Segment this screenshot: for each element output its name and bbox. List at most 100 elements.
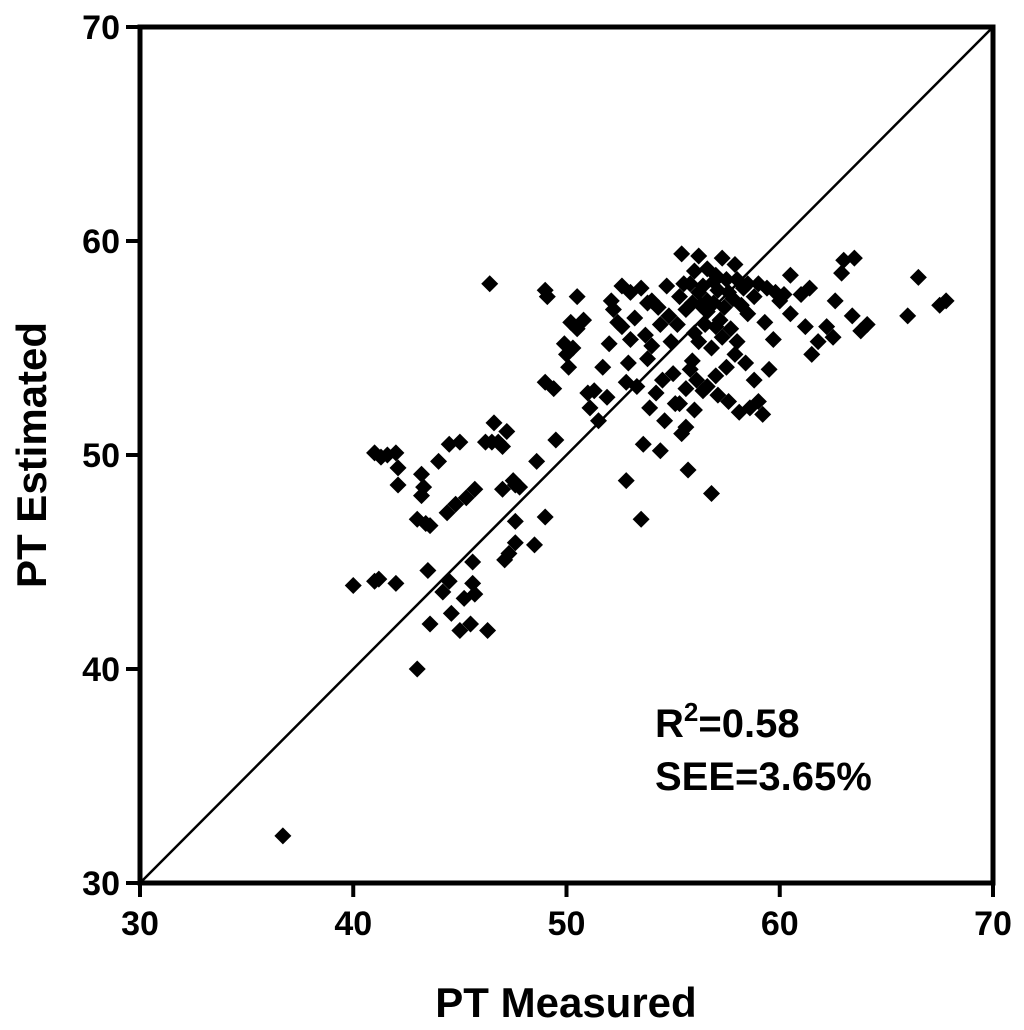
data-point xyxy=(683,352,701,370)
data-point xyxy=(621,330,639,348)
data-point xyxy=(726,256,744,274)
see-annotation: SEE=3.65% xyxy=(655,755,872,799)
data-point xyxy=(626,309,644,327)
x-tick-label: 70 xyxy=(974,905,1012,943)
data-point xyxy=(737,354,755,372)
data-point xyxy=(412,465,430,483)
data-point xyxy=(602,292,620,310)
data-point xyxy=(430,452,448,470)
data-point xyxy=(745,288,763,306)
data-point xyxy=(643,337,661,355)
data-point xyxy=(464,574,482,592)
data-point xyxy=(720,393,738,410)
data-point xyxy=(387,574,405,592)
data-point xyxy=(451,433,469,451)
data-point xyxy=(479,621,497,639)
data-point xyxy=(440,435,458,453)
data-point xyxy=(536,508,554,526)
data-point xyxy=(442,604,460,622)
data-point xyxy=(677,380,695,398)
data-point xyxy=(771,292,789,310)
data-point xyxy=(421,615,439,633)
y-tick-label: 40 xyxy=(82,651,120,689)
data-point xyxy=(636,326,654,344)
data-point xyxy=(408,660,426,678)
x-tick-label: 30 xyxy=(121,905,159,943)
data-point xyxy=(653,371,671,389)
data-point xyxy=(803,345,821,363)
data-point xyxy=(671,288,689,306)
data-point xyxy=(781,266,799,284)
r-squared-value: =0.58 xyxy=(698,702,799,746)
data-point xyxy=(818,318,836,336)
data-point xyxy=(506,534,524,552)
data-point xyxy=(754,405,772,423)
data-point xyxy=(845,249,863,267)
data-point xyxy=(835,251,853,269)
data-point xyxy=(632,510,650,528)
y-tick-label: 70 xyxy=(82,9,120,47)
y-tick-label: 30 xyxy=(82,865,120,903)
data-point xyxy=(594,358,612,376)
data-point xyxy=(528,452,546,470)
data-point xyxy=(440,572,458,590)
data-point xyxy=(666,395,684,413)
data-point xyxy=(494,480,512,498)
data-point xyxy=(274,827,292,845)
data-point xyxy=(500,544,518,562)
data-point xyxy=(673,245,691,263)
data-point xyxy=(647,384,665,402)
data-point xyxy=(389,459,407,477)
data-point xyxy=(722,320,740,338)
data-point xyxy=(809,333,827,351)
data-point xyxy=(690,333,708,351)
data-point xyxy=(560,358,578,376)
data-point xyxy=(438,504,456,522)
data-point xyxy=(434,583,452,601)
data-point xyxy=(656,412,674,430)
data-point xyxy=(703,485,721,503)
data-point xyxy=(696,315,714,333)
data-point xyxy=(760,360,778,378)
data-point xyxy=(705,273,723,291)
data-point xyxy=(937,292,955,310)
data-point xyxy=(707,367,725,385)
axis-ticks xyxy=(126,25,995,897)
x-tick-label: 60 xyxy=(761,905,799,943)
data-point xyxy=(498,422,516,440)
data-point xyxy=(734,279,752,297)
data-point xyxy=(651,315,669,333)
y-axis-title: PT Estimated xyxy=(8,322,55,588)
data-point xyxy=(730,403,748,421)
data-point xyxy=(370,570,388,588)
data-point xyxy=(826,292,844,310)
data-point xyxy=(824,328,842,346)
x-axis-title: PT Measured xyxy=(435,979,696,1026)
data-point xyxy=(545,380,563,398)
data-point xyxy=(909,268,927,286)
data-point xyxy=(421,517,439,535)
data-point xyxy=(485,414,503,432)
identity-line xyxy=(139,26,994,884)
r-squared-prefix: R xyxy=(655,702,684,746)
data-point xyxy=(628,378,646,396)
data-point xyxy=(690,247,708,265)
data-point xyxy=(717,271,735,289)
data-point xyxy=(639,350,657,368)
data-point xyxy=(619,354,637,372)
data-point xyxy=(464,553,482,571)
data-point xyxy=(494,437,512,455)
data-point xyxy=(720,283,738,301)
r-squared-superscript: 2 xyxy=(684,697,698,727)
data-point xyxy=(662,333,680,351)
data-point xyxy=(713,249,731,267)
data-point xyxy=(526,536,544,554)
y-tick-label: 60 xyxy=(82,223,120,261)
data-point xyxy=(651,442,669,460)
data-point xyxy=(709,386,727,404)
data-point xyxy=(843,307,861,325)
data-point xyxy=(801,279,819,297)
data-point xyxy=(613,318,631,336)
data-point xyxy=(457,489,475,507)
data-point xyxy=(858,315,876,333)
